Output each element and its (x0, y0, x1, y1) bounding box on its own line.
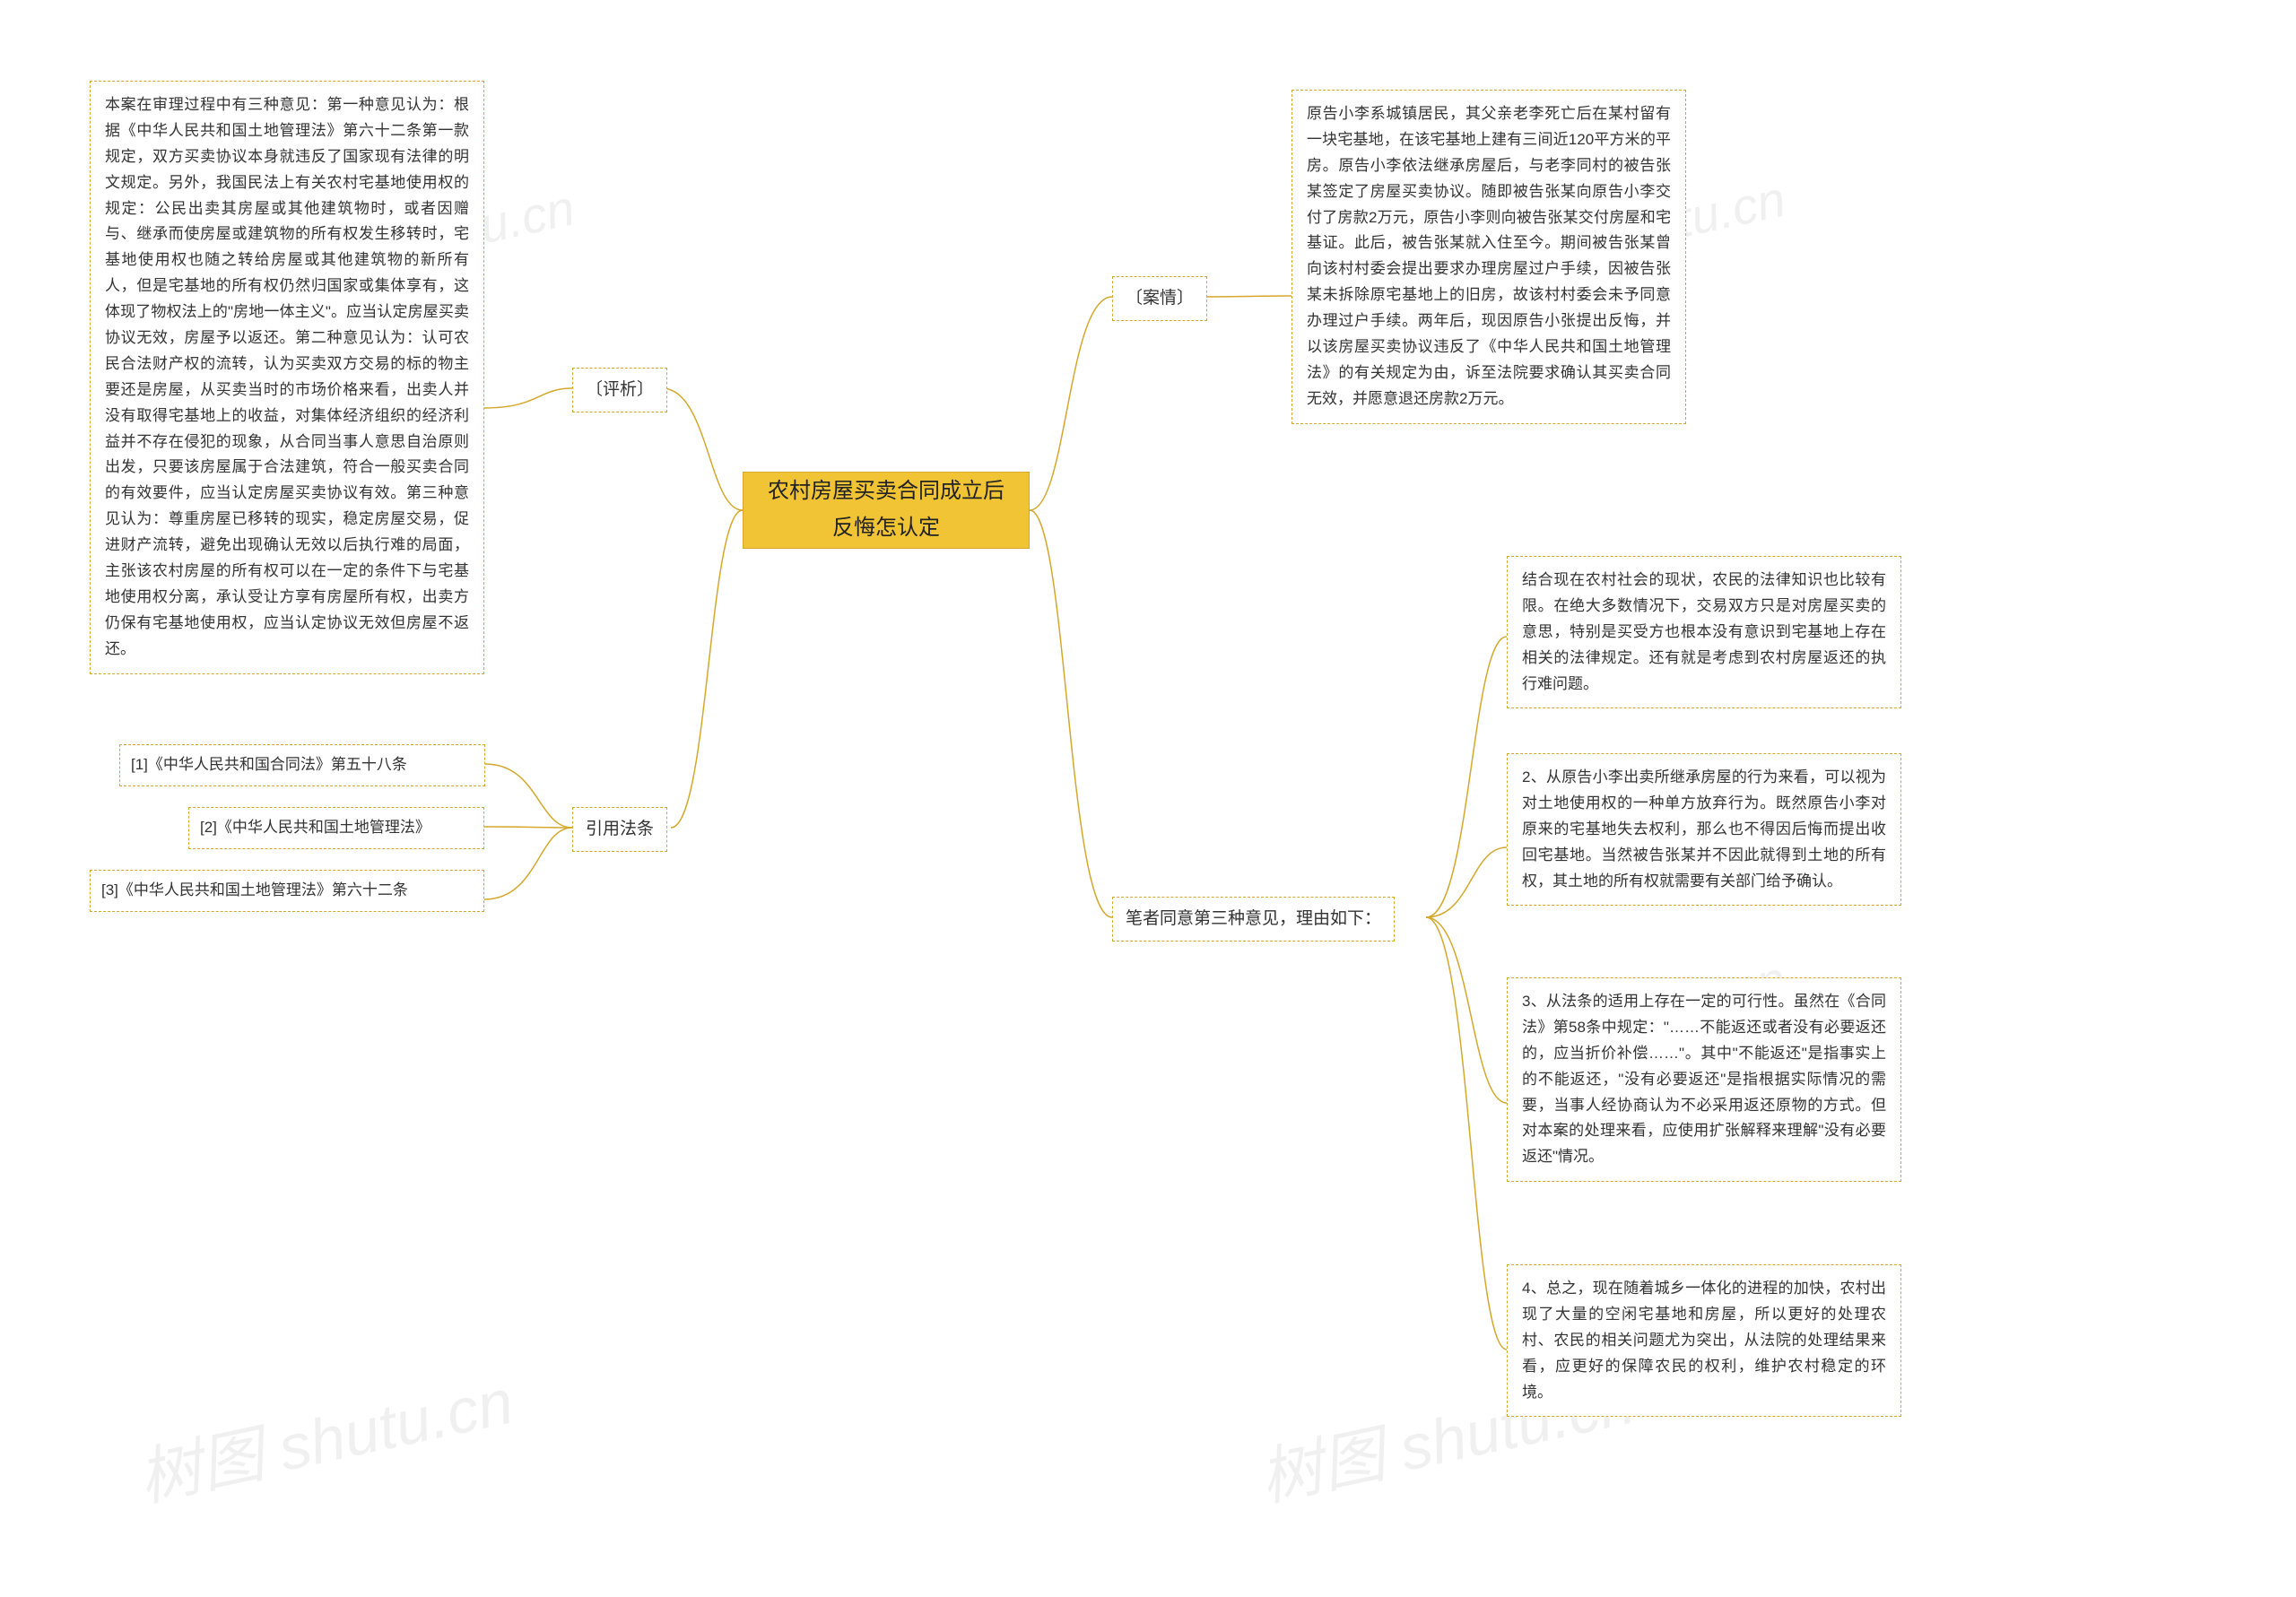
reason-1: 结合现在农村社会的现状，农民的法律知识也比较有限。在绝大多数情况下，交易双方只是… (1507, 556, 1901, 708)
case-label: 〔案情〕 (1112, 276, 1207, 321)
citation-1: [1]《中华人民共和国合同法》第五十八条 (119, 744, 485, 786)
root-node: 农村房屋买卖合同成立后 反悔怎认定 (743, 472, 1030, 549)
citation-2: [2]《中华人民共和国土地管理法》 (188, 807, 484, 849)
citation-3: [3]《中华人民共和国土地管理法》第六十二条 (90, 870, 484, 912)
reason-2: 2、从原告小李出卖所继承房屋的行为来看，可以视为对土地使用权的一种单方放弃行为。… (1507, 753, 1901, 906)
citations-label: 引用法条 (572, 807, 667, 852)
author-label: 笔者同意第三种意见，理由如下： (1112, 897, 1395, 942)
root-title-line2: 反悔怎认定 (768, 510, 1004, 547)
reason-3: 3、从法条的适用上存在一定的可行性。虽然在《合同法》第58条中规定："……不能返… (1507, 977, 1901, 1182)
analysis-label: 〔评析〕 (572, 368, 667, 412)
watermark: 树图 shutu.cn (129, 1351, 520, 1519)
root-title-line1: 农村房屋买卖合同成立后 (768, 473, 1004, 510)
reason-4: 4、总之，现在随着城乡一体化的进程的加快，农村出现了大量的空闲宅基地和房屋，所以… (1507, 1264, 1901, 1417)
analysis-text: 本案在审理过程中有三种意见：第一种意见认为：根据《中华人民共和国土地管理法》第六… (90, 81, 484, 674)
case-text: 原告小李系城镇居民，其父亲老李死亡后在某村留有一块宅基地，在该宅基地上建有三间近… (1292, 90, 1686, 424)
